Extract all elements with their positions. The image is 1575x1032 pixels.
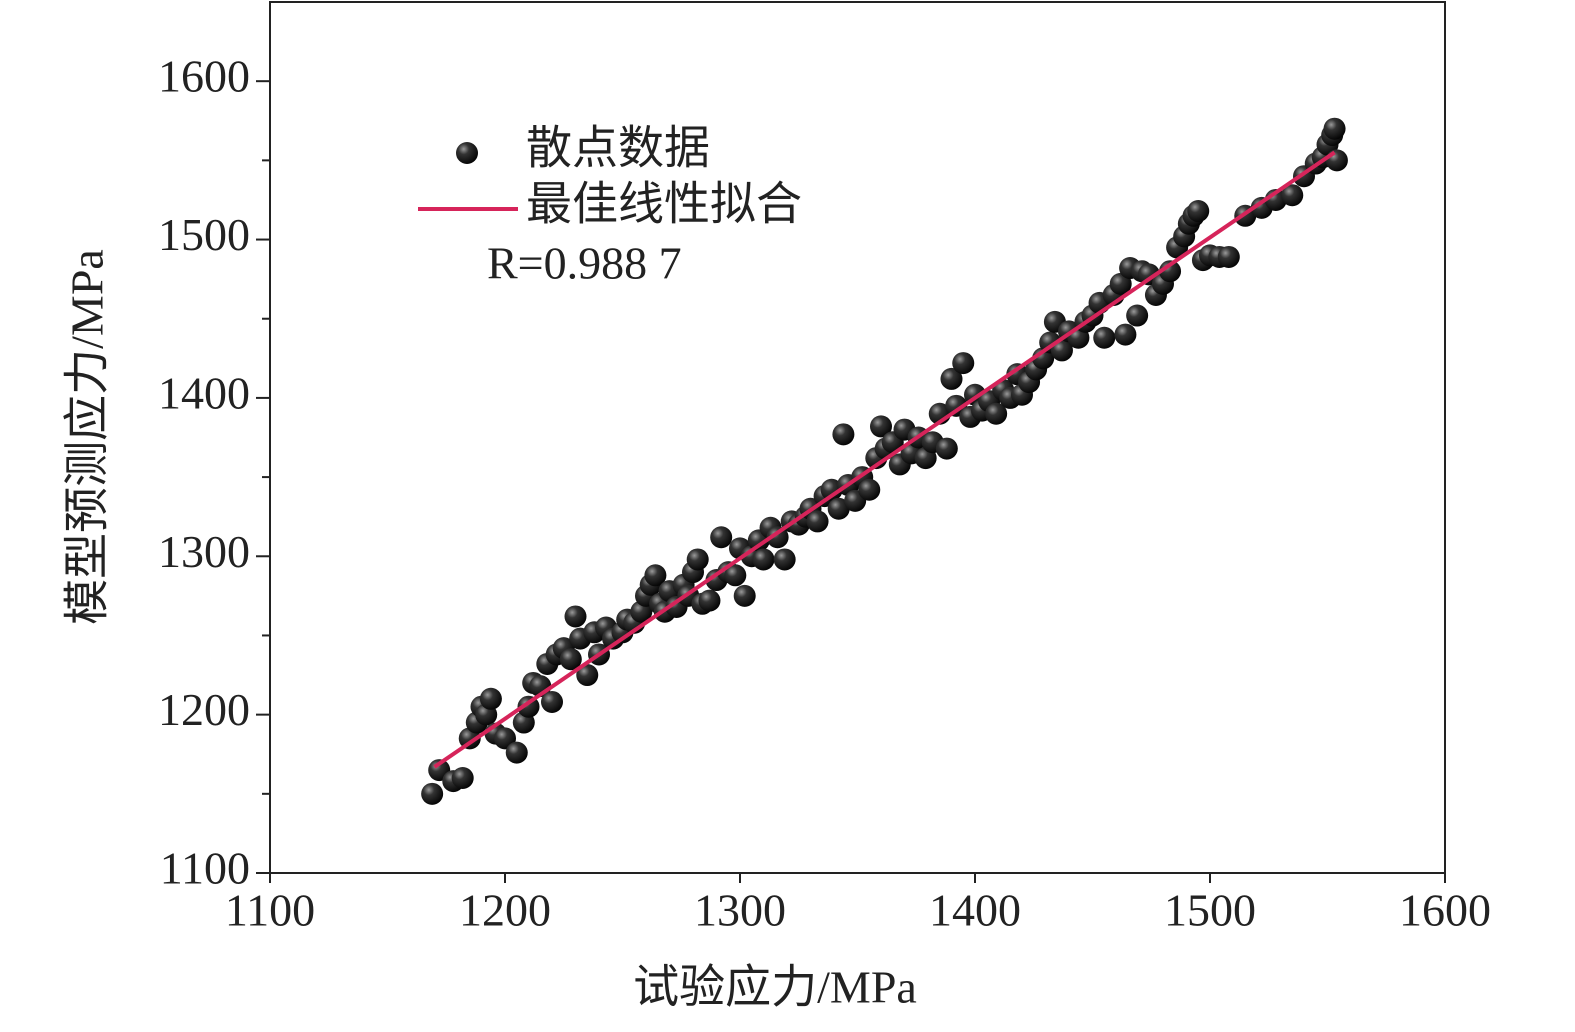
scatter-point xyxy=(733,584,756,607)
plot-area xyxy=(421,117,1348,805)
scatter-point xyxy=(1050,339,1073,362)
y-tick-label: 1100 xyxy=(160,843,250,894)
scatter-point xyxy=(1187,200,1210,223)
x-tick-label: 1500 xyxy=(1164,885,1256,936)
scatter-point xyxy=(559,648,582,671)
x-tick-label: 1300 xyxy=(694,885,786,936)
scatter-point xyxy=(832,423,855,446)
x-tick-label: 1200 xyxy=(459,885,551,936)
scatter-point xyxy=(1109,272,1132,295)
scatter-point xyxy=(541,690,563,713)
y-tick-label: 1500 xyxy=(158,209,250,260)
y-tick-label: 1200 xyxy=(158,684,250,735)
legend-label: 散点数据 xyxy=(526,123,710,174)
y-tick-label: 1300 xyxy=(158,526,250,577)
annotation: R=0.988 7 xyxy=(487,238,682,289)
scatter-point xyxy=(698,589,721,612)
scatter-point xyxy=(952,352,975,375)
legend-label: 最佳线性拟合 xyxy=(526,179,802,230)
scatter-point xyxy=(1093,326,1116,349)
scatter-point xyxy=(985,402,1008,425)
scatter-point xyxy=(870,415,892,438)
scatter-point xyxy=(766,526,789,549)
scatter-point xyxy=(1217,245,1240,268)
scatter-point xyxy=(1323,117,1346,140)
x-tick-label: 1600 xyxy=(1399,885,1491,936)
x-axis-label: 试验应力/MPa xyxy=(633,962,917,1013)
scatter-point xyxy=(564,605,587,628)
scatter-point xyxy=(724,564,747,587)
scatter-point xyxy=(479,687,502,710)
scatter-point xyxy=(935,437,958,460)
x-tick-label: 1400 xyxy=(929,885,1021,936)
scatter-point xyxy=(827,497,850,520)
scatter-point xyxy=(858,478,881,501)
legend-marker xyxy=(456,142,478,164)
scatter-point xyxy=(1281,184,1304,207)
fit-line xyxy=(433,150,1336,769)
scatter-point xyxy=(773,548,796,571)
scatter-point xyxy=(940,367,963,390)
scatter-point xyxy=(421,782,444,805)
scatter-point xyxy=(686,548,709,571)
scatter-point xyxy=(1325,149,1348,172)
x-tick-label: 1100 xyxy=(225,885,315,936)
scatter-point xyxy=(752,548,775,571)
scatter-point xyxy=(1159,260,1182,283)
scatter-point xyxy=(1114,323,1137,346)
scatter-point xyxy=(576,664,599,687)
scatter-point xyxy=(644,564,667,587)
scatter-point xyxy=(806,510,829,533)
y-tick-label: 1600 xyxy=(158,51,250,102)
scatter-point xyxy=(451,766,474,789)
plot-frame xyxy=(269,1,1446,874)
scatter-point xyxy=(505,741,528,764)
scatter-point xyxy=(710,526,733,549)
y-axis-label: 模型预测应力/MPa xyxy=(62,249,113,625)
y-tick-label: 1400 xyxy=(158,367,250,418)
scatter-point xyxy=(1126,304,1149,327)
